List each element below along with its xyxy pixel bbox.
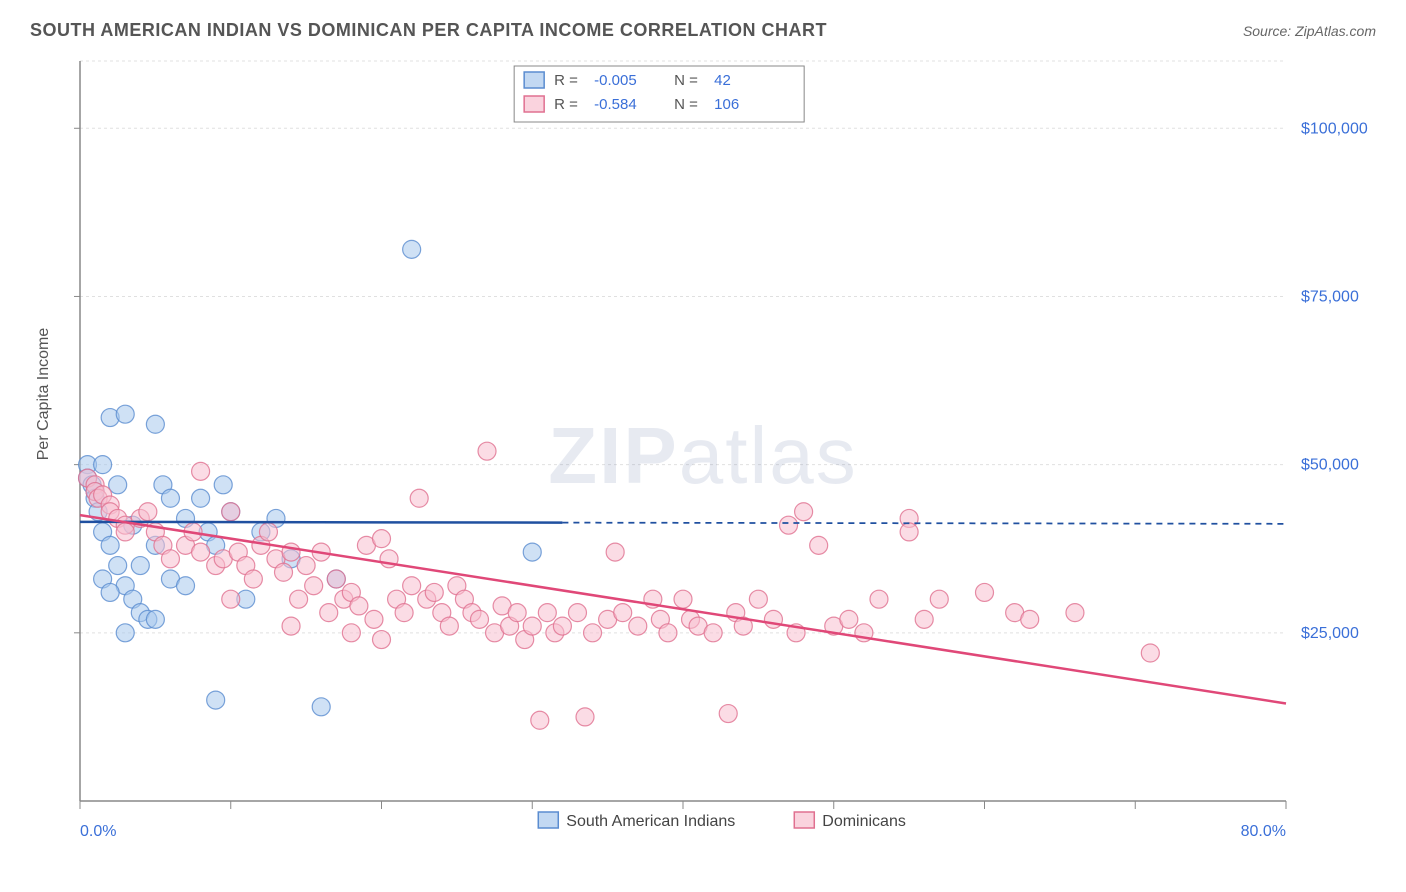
svg-text:106: 106 <box>714 96 739 113</box>
svg-text:R =: R = <box>554 96 578 113</box>
svg-text:R =: R = <box>554 72 578 89</box>
svg-text:-0.584: -0.584 <box>594 96 637 113</box>
header: SOUTH AMERICAN INDIAN VS DOMINICAN PER C… <box>30 20 1376 41</box>
svg-text:$75,000: $75,000 <box>1301 288 1359 305</box>
svg-text:80.0%: 80.0% <box>1241 823 1286 840</box>
svg-text:N =: N = <box>674 72 698 89</box>
svg-text:$25,000: $25,000 <box>1301 625 1359 642</box>
svg-text:$50,000: $50,000 <box>1301 457 1359 474</box>
chart-title: SOUTH AMERICAN INDIAN VS DOMINICAN PER C… <box>30 20 827 41</box>
svg-text:$100,000: $100,000 <box>1301 120 1368 137</box>
chart-container: SOUTH AMERICAN INDIAN VS DOMINICAN PER C… <box>0 0 1406 892</box>
svg-text:South American Indians: South American Indians <box>566 813 735 830</box>
svg-text:0.0%: 0.0% <box>80 823 116 840</box>
svg-text:-0.005: -0.005 <box>594 72 637 89</box>
svg-text:Per Capita Income: Per Capita Income <box>35 328 52 461</box>
chart-area: $25,000 $50,000 $75,000 $100,000 0.0% 80.0% Pe… <box>30 51 1376 861</box>
svg-text:Dominicans: Dominicans <box>822 813 906 830</box>
scatter-chart-svg: $25,000 $50,000 $75,000 $100,000 0.0% 80.0% Pe… <box>30 51 1376 861</box>
svg-text:N =: N = <box>674 96 698 113</box>
source-label: Source: ZipAtlas.com <box>1243 23 1376 39</box>
svg-text:42: 42 <box>714 72 731 89</box>
